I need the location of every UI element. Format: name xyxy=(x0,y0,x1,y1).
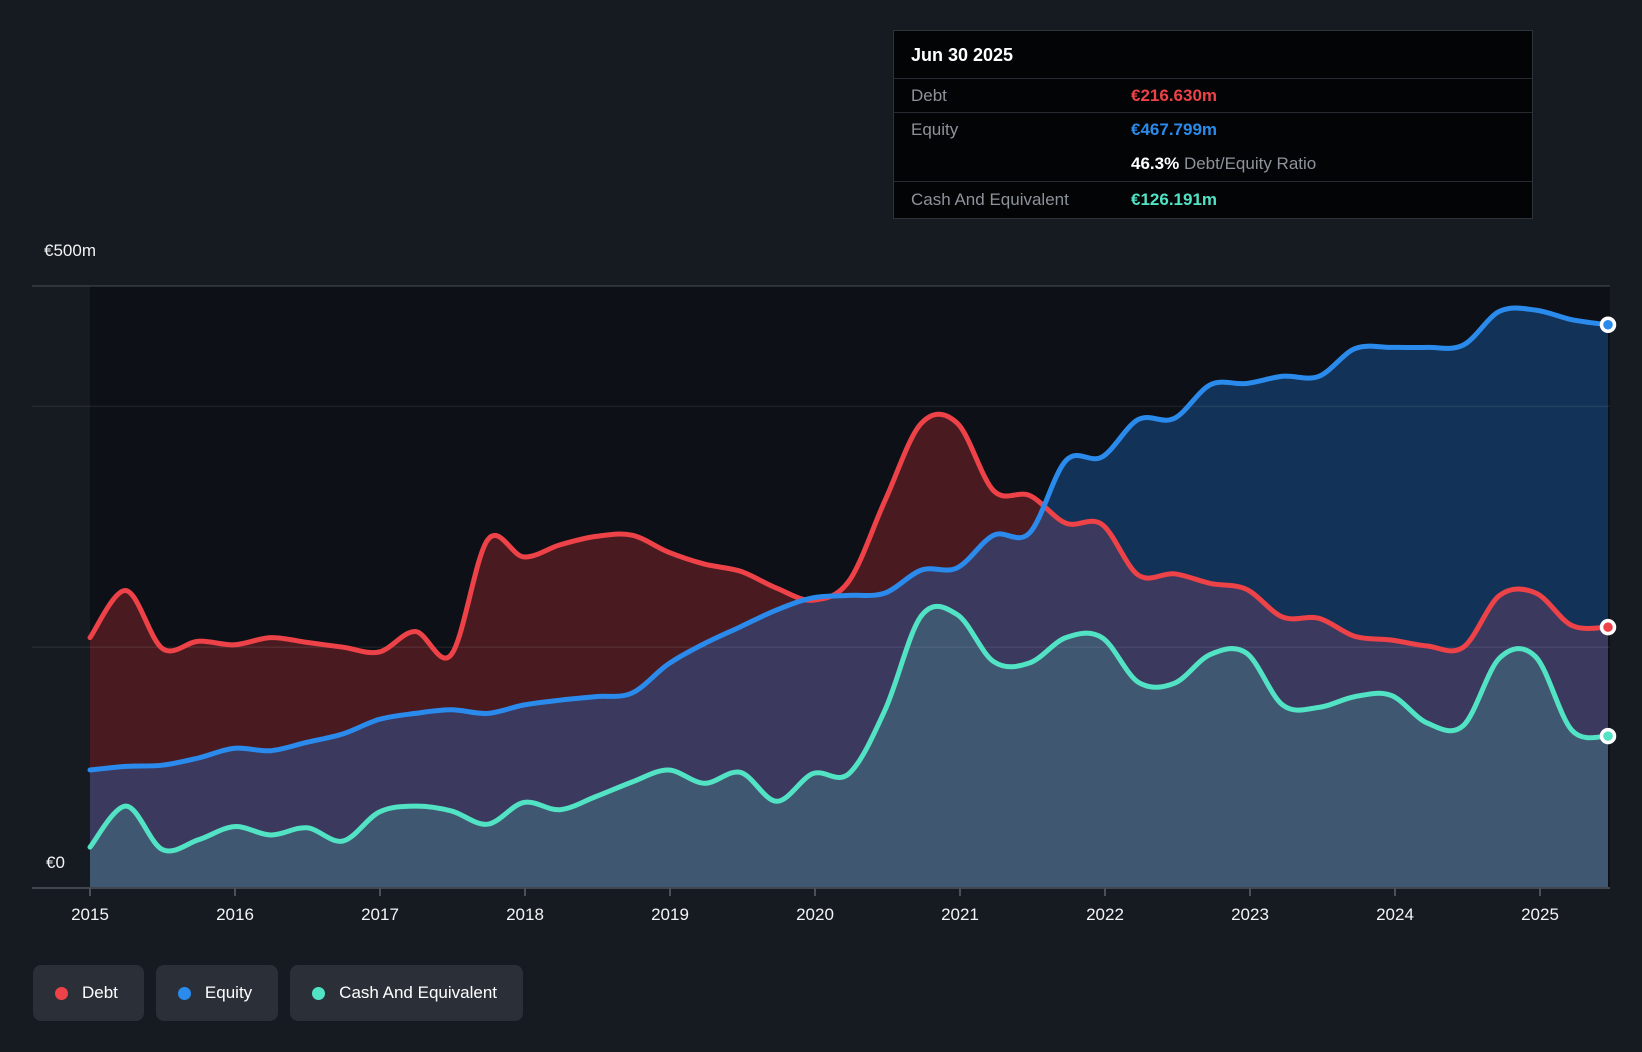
tooltip-separator xyxy=(894,181,1532,182)
y-axis-label-0: €0 xyxy=(46,853,65,872)
tooltip-debt-label: Debt xyxy=(911,85,947,105)
legend-item-cash[interactable]: Cash And Equivalent xyxy=(290,965,524,1021)
legend-cash-label: Cash And Equivalent xyxy=(339,983,498,1002)
x-axis-year-label: 2016 xyxy=(216,905,254,924)
x-axis-year-label: 2021 xyxy=(941,905,979,924)
tooltip-ratio-value: 46.3% xyxy=(1131,154,1180,173)
tooltip-row-equity: Equity €467.799m xyxy=(894,113,1532,147)
tooltip-separator xyxy=(894,112,1532,113)
x-axis-year-label: 2015 xyxy=(71,905,109,924)
debt-area xyxy=(90,414,1608,888)
cash-legend-dot-icon xyxy=(312,986,326,1000)
x-axis-year-label: 2022 xyxy=(1086,905,1124,924)
cash-endpoint-dot xyxy=(1599,727,1617,745)
x-axis-year-label: 2025 xyxy=(1521,905,1559,924)
equity-endpoint-dot xyxy=(1599,316,1617,334)
chart-tooltip: Jun 30 2025 Debt €216.630m Equity €467.7… xyxy=(893,30,1533,219)
legend-item-debt[interactable]: Debt xyxy=(33,965,144,1021)
legend-item-equity[interactable]: Equity xyxy=(155,965,279,1021)
tooltip-date: Jun 30 2025 xyxy=(911,45,1014,65)
tooltip-separator xyxy=(894,78,1532,79)
legend-debt-label: Debt xyxy=(82,983,118,1002)
debt-line xyxy=(87,411,1611,661)
tooltip-ratio-label: Debt/Equity Ratio xyxy=(1183,154,1317,173)
tooltip-debt-value: €216.630m xyxy=(1131,85,1218,105)
debt-legend-dot-icon xyxy=(55,986,68,1000)
x-axis-year-label: 2017 xyxy=(361,905,399,924)
equity-area xyxy=(90,307,1608,889)
plot-background[interactable] xyxy=(90,286,1610,888)
x-axis-year-label: 2024 xyxy=(1376,905,1414,924)
x-axis-year-label: 2018 xyxy=(506,905,544,924)
debt-endpoint-dot xyxy=(1599,618,1617,636)
x-axis-year-label: 2019 xyxy=(651,905,689,924)
cash-area xyxy=(90,606,1608,888)
equity-legend-dot-icon xyxy=(177,986,191,1000)
tooltip-equity-label: Equity xyxy=(911,120,959,139)
tooltip-cash-value: €126.191m xyxy=(1131,190,1218,209)
tooltip-row-debt: Debt €216.630m xyxy=(894,79,1532,112)
cash-line xyxy=(87,603,1611,854)
tooltip-row-cash: Cash And Equivalent €126.191m xyxy=(894,182,1532,218)
tooltip-row-ratio: 46.3% Debt/Equity Ratio xyxy=(894,147,1532,181)
x-axis-year-label: 2020 xyxy=(796,905,834,924)
chart-legend: Debt Equity Cash And Equivalent xyxy=(33,965,524,1021)
equity-line xyxy=(87,305,1611,773)
legend-equity-label: Equity xyxy=(204,983,253,1002)
y-axis-label-500m: €500m xyxy=(44,241,96,260)
tooltip-cash-label: Cash And Equivalent xyxy=(911,190,1069,209)
x-axis-year-label: 2023 xyxy=(1231,905,1269,924)
tooltip-equity-value: €467.799m xyxy=(1131,120,1218,139)
